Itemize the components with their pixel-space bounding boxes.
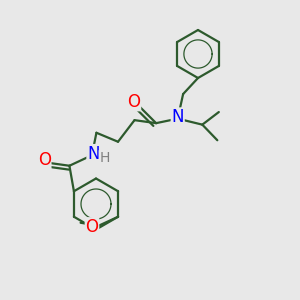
- Text: N: N: [172, 108, 184, 126]
- Text: N: N: [87, 145, 100, 163]
- Text: O: O: [128, 92, 140, 111]
- Text: O: O: [38, 152, 51, 169]
- Text: O: O: [85, 218, 98, 236]
- Text: H: H: [99, 151, 110, 165]
